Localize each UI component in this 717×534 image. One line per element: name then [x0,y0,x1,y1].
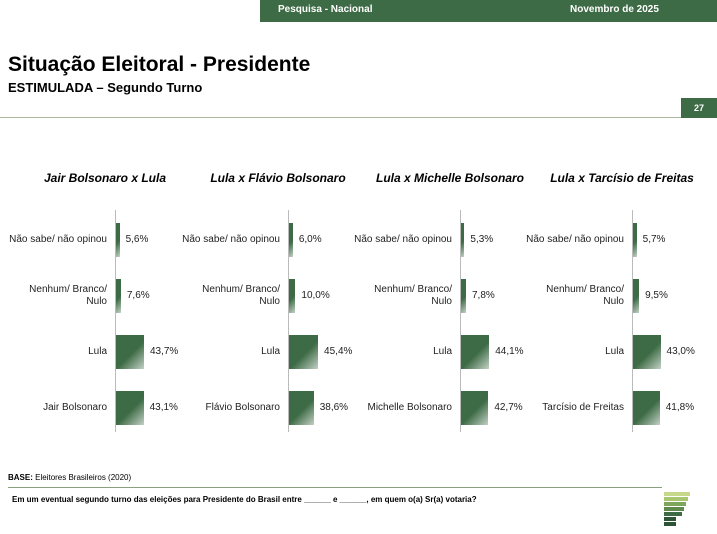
value-label: 5,6% [125,234,149,245]
category-label: Lula [88,346,107,357]
value-label: 7,6% [126,290,150,301]
bar [633,223,637,257]
bar [633,391,660,425]
category-label: Não sabe/ não opinou [182,234,280,245]
header-bar: Pesquisa - Nacional Novembro de 2025 [260,0,717,22]
category-label: Não sabe/ não opinou [354,234,452,245]
footer-line [8,487,662,488]
base-text: Eleitores Brasileiros (2020) [35,473,132,482]
subtitle: ESTIMULADA – Segundo Turno [8,80,203,95]
value-label: 43,0% [666,346,695,357]
axis-line [632,210,633,432]
bar [461,279,466,313]
category-label: Michelle Bolsonaro [367,402,453,413]
chart-title: Lula x Flávio Bolsonaro [210,171,346,185]
base-note: BASE: Eleitores Brasileiros (2020) [8,473,131,482]
bar [289,335,319,369]
bar [633,335,661,369]
value-label: 7,8% [471,290,495,301]
bar [289,279,296,313]
value-label: 9,5% [645,290,668,301]
survey-label: Pesquisa - Nacional [278,4,373,15]
chart-title: Lula x Tarcísio de Freitas [550,171,694,185]
category-label: Nenhum/ Branco/ Nulo [202,284,280,307]
axis-line [460,210,461,432]
logo [664,492,690,526]
axis-line [288,210,289,432]
bar [116,223,120,257]
divider [0,117,717,118]
value-label: 5,7% [642,234,666,245]
bar [289,223,293,257]
base-label: BASE: [8,473,33,482]
page-number: 27 [681,98,717,118]
category-label: Flávio Bolsonaro [205,402,280,413]
category-label: Jair Bolsonaro [43,402,107,413]
value-label: 44,1% [495,346,524,357]
value-label: 43,1% [149,402,178,413]
chart-title: Lula x Michelle Bolsonaro [375,171,525,185]
category-label: Não sabe/ não opinou [9,234,107,245]
value-label: 45,4% [324,346,353,357]
category-label: Nenhum/ Branco/ Nulo [374,284,452,307]
bar [116,335,144,369]
category-label: Nenhum/ Branco/ Nulo [546,284,624,307]
bar [289,391,314,425]
value-label: 5,3% [470,234,494,245]
bar [461,223,465,257]
axis-line [115,210,116,432]
bar [116,279,121,313]
value-label: 6,0% [298,234,322,245]
bar [116,391,144,425]
value-label: 41,8% [665,402,695,413]
category-label: Lula [433,346,452,357]
question: Em um eventual segundo turno das eleiçõe… [12,495,477,504]
category-label: Nenhum/ Branco/ Nulo [29,284,107,307]
bar [461,391,489,425]
category-label: Não sabe/ não opinou [526,234,624,245]
bar [633,279,640,313]
category-label: Tarcísio de Freitas [542,402,624,413]
chart-title: Jair Bolsonaro x Lula [43,171,167,185]
value-label: 10,0% [301,290,330,301]
value-label: 42,7% [494,402,523,413]
value-label: 38,6% [319,402,349,413]
category-label: Lula [261,346,280,357]
category-label: Lula [605,346,624,357]
value-label: 43,7% [149,346,179,357]
title: Situação Eleitoral - Presidente [8,53,311,76]
bar [461,335,490,369]
date-label: Novembro de 2025 [570,4,659,15]
